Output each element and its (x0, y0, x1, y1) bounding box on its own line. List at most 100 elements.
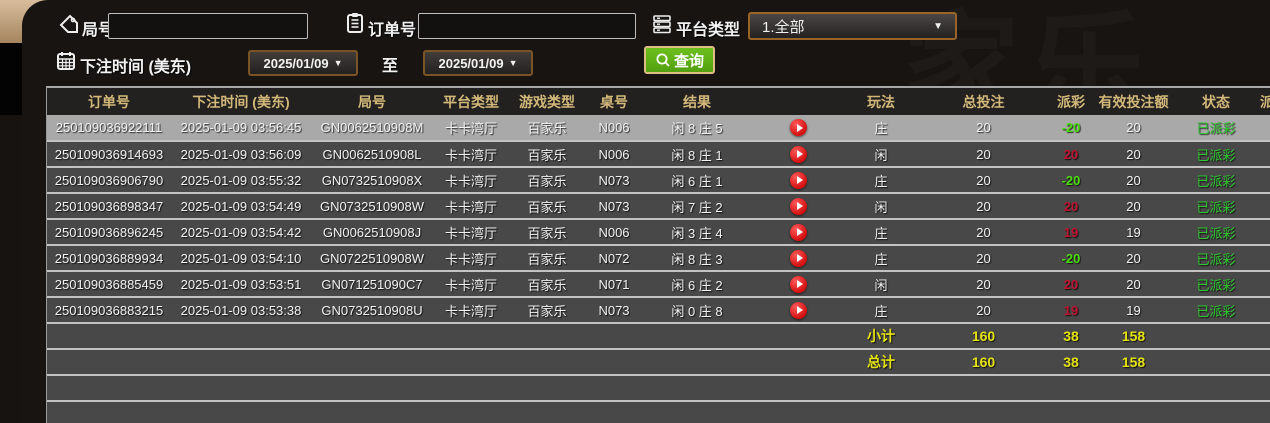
cell-status: 已派彩 (1196, 173, 1236, 189)
order-input[interactable] (418, 13, 636, 39)
col-header-table-no: 桌号 (585, 88, 643, 115)
empty-row (47, 401, 1270, 423)
play-icon[interactable] (790, 223, 807, 241)
cell-status: 已派彩 (1196, 277, 1236, 293)
summary-label: 总计 (867, 354, 895, 370)
cell-platform: 卡卡湾厅 (444, 303, 497, 319)
tag-icon (58, 13, 80, 35)
table-row[interactable]: 250109036898347 2025-01-09 03:54:49 GN07… (47, 193, 1270, 219)
cell-payout: 20 (1063, 198, 1079, 214)
date-from-picker[interactable]: 2025/01/09 ▼ (248, 50, 358, 76)
table-header-row: 订单号 下注时间 (美东) 局号 平台类型 游戏类型 桌号 结果 玩法 总投注 … (47, 88, 1270, 115)
cell-replay (751, 271, 846, 297)
cell-result: 闲 6 庄 2 (671, 277, 723, 293)
table-row[interactable]: 250109036896245 2025-01-09 03:54:42 GN00… (47, 219, 1270, 245)
cell-play-type: 庄 (874, 121, 888, 136)
cell-total-bet: 20 (976, 276, 991, 292)
cell-table-no: N006 (598, 224, 630, 240)
clipboard-icon (344, 12, 366, 34)
cell-valid-bet: 19 (1126, 302, 1141, 318)
cell-play-type: 庄 (874, 173, 888, 189)
cell-payout: -20 (1061, 250, 1081, 266)
bet-time-filter-label: 下注时间 (美东) (80, 59, 192, 76)
date-to-value: 2025/01/09 (438, 55, 504, 71)
cell-order-no: 250109036898347 (54, 198, 164, 214)
cell-game-type: 百家乐 (527, 199, 567, 215)
cell-platform: 卡卡湾厅 (444, 147, 497, 163)
summary-row: 总计 160 38 158 (47, 349, 1270, 375)
cell-table-no: N006 (598, 120, 630, 135)
play-icon[interactable] (790, 249, 807, 267)
cell-replay (751, 167, 846, 193)
summary-valid-bet: 158 (1121, 354, 1146, 370)
col-header-total-bet: 总投注 (916, 88, 1051, 115)
table-row[interactable]: 250109036883215 2025-01-09 03:53:38 GN07… (47, 297, 1270, 323)
empty-row (47, 375, 1270, 401)
search-button[interactable]: 查询 (644, 46, 716, 74)
cell-bet-time: 2025-01-09 03:56:09 (180, 146, 302, 162)
cell-result: 闲 8 庄 5 (671, 121, 723, 136)
col-header-bet-time: 下注时间 (美东) (171, 88, 311, 115)
cell-replay (751, 193, 846, 219)
platform-selected-value: 1.全部 (762, 18, 805, 36)
platform-select[interactable]: 1.全部 ▼ (748, 12, 957, 40)
play-icon[interactable] (790, 275, 807, 293)
col-header-order: 订单号 (47, 88, 171, 115)
cell-result: 闲 0 庄 8 (671, 303, 723, 319)
cell-status: 已派彩 (1196, 199, 1236, 215)
col-header-game: 游戏类型 (509, 88, 585, 115)
table-row[interactable]: 250109036922111 2025-01-09 03:56:45 GN00… (47, 115, 1270, 141)
cell-platform: 卡卡湾厅 (444, 199, 497, 215)
cell-table-no: N073 (598, 302, 630, 318)
date-range-to-label: 至 (382, 58, 399, 75)
cell-play-type: 闲 (874, 147, 888, 163)
table-row[interactable]: 250109036885459 2025-01-09 03:53:51 GN07… (47, 271, 1270, 297)
cell-valid-bet: 20 (1126, 276, 1141, 292)
cell-replay (751, 245, 846, 271)
col-header-replay (751, 88, 846, 115)
chevron-down-icon: ▼ (333, 58, 343, 68)
cell-order-no: 250109036922111 (55, 120, 163, 135)
play-icon[interactable] (790, 301, 807, 319)
cell-clipped (1256, 141, 1270, 167)
play-icon[interactable] (790, 197, 807, 215)
order-filter-label: 订单号 (368, 22, 417, 39)
cell-status: 已派彩 (1196, 147, 1236, 163)
round-input[interactable] (108, 13, 308, 39)
col-header-payout: 派彩 (1051, 88, 1091, 115)
table-row[interactable]: 250109036914693 2025-01-09 03:56:09 GN00… (47, 141, 1270, 167)
cell-order-no: 250109036914693 (54, 146, 164, 162)
cell-game-type: 百家乐 (527, 225, 567, 241)
cell-platform: 卡卡湾厅 (444, 173, 497, 189)
col-header-clipped: 派 (1256, 88, 1270, 115)
cell-replay (751, 219, 846, 245)
cell-result: 闲 8 庄 3 (671, 251, 723, 267)
cell-valid-bet: 20 (1126, 250, 1141, 266)
platform-icon (651, 13, 673, 35)
cell-round-no: GN0062510908J (322, 224, 422, 240)
cell-bet-time: 2025-01-09 03:54:10 (180, 250, 302, 266)
main-panel: 家乐 局号 订单号 平台类型 1.全部 ▼ 下注时间 (美东) 2025/01/… (22, 0, 1270, 423)
cell-order-no: 250109036883215 (54, 302, 164, 318)
cell-round-no: GN0732510908W (319, 198, 425, 214)
play-icon[interactable] (790, 119, 807, 137)
date-from-value: 2025/01/09 (263, 55, 329, 71)
table-row[interactable]: 250109036906790 2025-01-09 03:55:32 GN07… (47, 167, 1270, 193)
cell-play-type: 闲 (874, 199, 888, 215)
cell-order-no: 250109036885459 (54, 276, 164, 292)
summary-payout: 38 (1063, 354, 1079, 370)
play-icon[interactable] (790, 145, 807, 163)
date-to-picker[interactable]: 2025/01/09 ▼ (423, 50, 533, 76)
cell-result: 闲 6 庄 1 (671, 173, 723, 189)
table-body: 250109036922111 2025-01-09 03:56:45 GN00… (47, 115, 1270, 423)
table-row[interactable]: 250109036889934 2025-01-09 03:54:10 GN07… (47, 245, 1270, 271)
cell-play-type: 庄 (874, 251, 888, 267)
cell-clipped (1256, 219, 1270, 245)
round-filter-label: 局号 (82, 22, 115, 39)
cell-valid-bet: 20 (1126, 146, 1141, 162)
cell-table-no: N073 (598, 172, 630, 188)
cell-status: 已派彩 (1196, 251, 1236, 267)
play-icon[interactable] (790, 171, 807, 189)
cell-valid-bet: 20 (1126, 172, 1141, 188)
cell-order-no: 250109036889934 (54, 250, 164, 266)
